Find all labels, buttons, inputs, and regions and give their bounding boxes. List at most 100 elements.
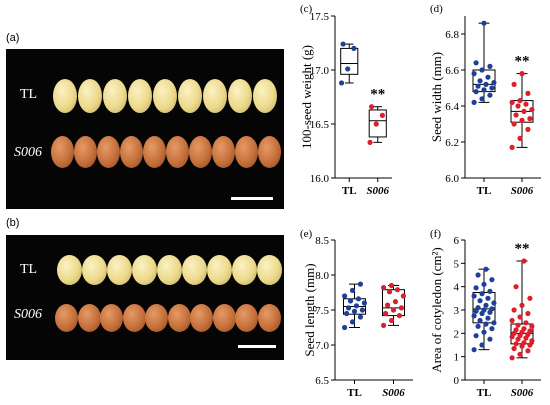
data-point [491, 320, 497, 326]
panel-a-label: (a) [6, 32, 20, 44]
data-point [361, 300, 367, 306]
data-point [471, 347, 477, 353]
data-point [483, 81, 489, 87]
data-point [379, 112, 385, 118]
data-point [398, 305, 405, 311]
data-point [527, 328, 533, 334]
y-tick-label: 17.5 [310, 11, 330, 23]
data-point [475, 272, 481, 278]
seed-tl [182, 255, 207, 285]
data-point [351, 45, 357, 52]
y-tick-label: 6 [454, 235, 460, 247]
data-point [489, 277, 495, 283]
seed-s006 [189, 136, 212, 168]
y-tick-label: 7.0 [315, 340, 329, 352]
data-point [525, 90, 531, 96]
seed-s006 [145, 304, 168, 332]
data-point [525, 126, 531, 132]
x-tick-label: TL [477, 185, 492, 197]
panel-label: (f) [430, 228, 441, 240]
y-tick-label: 6.6 [445, 65, 459, 77]
panel-b-label: (b) [6, 217, 20, 229]
data-point [373, 121, 379, 127]
data-point [487, 63, 493, 69]
seed-tl [257, 255, 282, 285]
data-point [343, 310, 350, 317]
seed-tl [132, 255, 157, 285]
data-point [513, 327, 519, 333]
data-point [394, 287, 401, 293]
data-point [353, 303, 360, 309]
data-point [481, 20, 487, 26]
data-point [511, 345, 517, 352]
seed-s006 [257, 304, 281, 332]
data-point [471, 313, 477, 319]
data-point [479, 291, 485, 297]
data-point [481, 87, 487, 93]
data-point [479, 96, 485, 102]
data-point [349, 319, 356, 325]
seed-s006 [77, 304, 101, 332]
y-axis-label: 100-seed weight (g) [299, 45, 314, 149]
seed-s006 [74, 136, 97, 168]
data-point [473, 333, 479, 339]
panel-label: (c) [300, 3, 313, 15]
seed-tl [107, 255, 132, 285]
data-point [384, 302, 391, 308]
data-point [357, 281, 364, 287]
data-point [513, 341, 519, 347]
x-tick-label: S006 [382, 387, 405, 399]
box [368, 109, 387, 138]
data-point [345, 305, 352, 311]
data-point [382, 310, 389, 317]
data-point [368, 104, 375, 110]
data-point [523, 101, 529, 107]
data-point [521, 258, 527, 264]
data-point [509, 144, 515, 150]
data-point [527, 342, 533, 348]
data-point [475, 323, 481, 329]
y-axis-label: Area of cotyledon (cm²) [429, 247, 444, 373]
data-point [345, 66, 351, 72]
data-point [509, 317, 515, 324]
photo-a-s006-label: S006 [14, 145, 42, 160]
data-point [381, 322, 387, 328]
seed-tl [203, 79, 227, 113]
seed-s006 [100, 304, 123, 332]
seed-s006 [166, 136, 189, 168]
data-point [525, 310, 531, 317]
scale-bar [231, 197, 273, 200]
data-point [517, 314, 523, 320]
seed-tl [153, 79, 177, 113]
data-point [491, 300, 497, 306]
data-point [489, 326, 495, 332]
y-tick-label: 1 [454, 352, 460, 364]
data-point [477, 298, 483, 304]
data-point [515, 322, 521, 328]
data-point [388, 317, 395, 324]
data-point [481, 307, 487, 313]
data-point [471, 71, 477, 77]
photo-b-s006-label: S006 [14, 307, 42, 322]
data-point [523, 320, 529, 326]
y-axis-label: Seed width (mm) [429, 52, 444, 142]
y-tick-label: 0 [454, 375, 460, 387]
y-tick-label: 2 [454, 328, 460, 340]
x-tick-label: TL [347, 387, 362, 399]
photo-a-tl-label: TL [20, 87, 38, 102]
chart-panel-0: (c) 16.0 16.5 17.0 17.5 100-seed weight (g) TL… [299, 3, 392, 197]
data-point [471, 293, 477, 299]
seed-s006 [167, 304, 191, 332]
x-tick-label: S006 [511, 387, 534, 399]
data-point [396, 313, 403, 319]
data-point [481, 281, 487, 287]
photo-b-tl-label: TL [20, 262, 38, 277]
seed-s006 [97, 136, 120, 168]
data-point [525, 348, 531, 354]
data-point [349, 287, 356, 293]
data-point [479, 342, 485, 348]
seed-tl [103, 79, 127, 113]
y-tick-label: 8.5 [315, 235, 329, 247]
